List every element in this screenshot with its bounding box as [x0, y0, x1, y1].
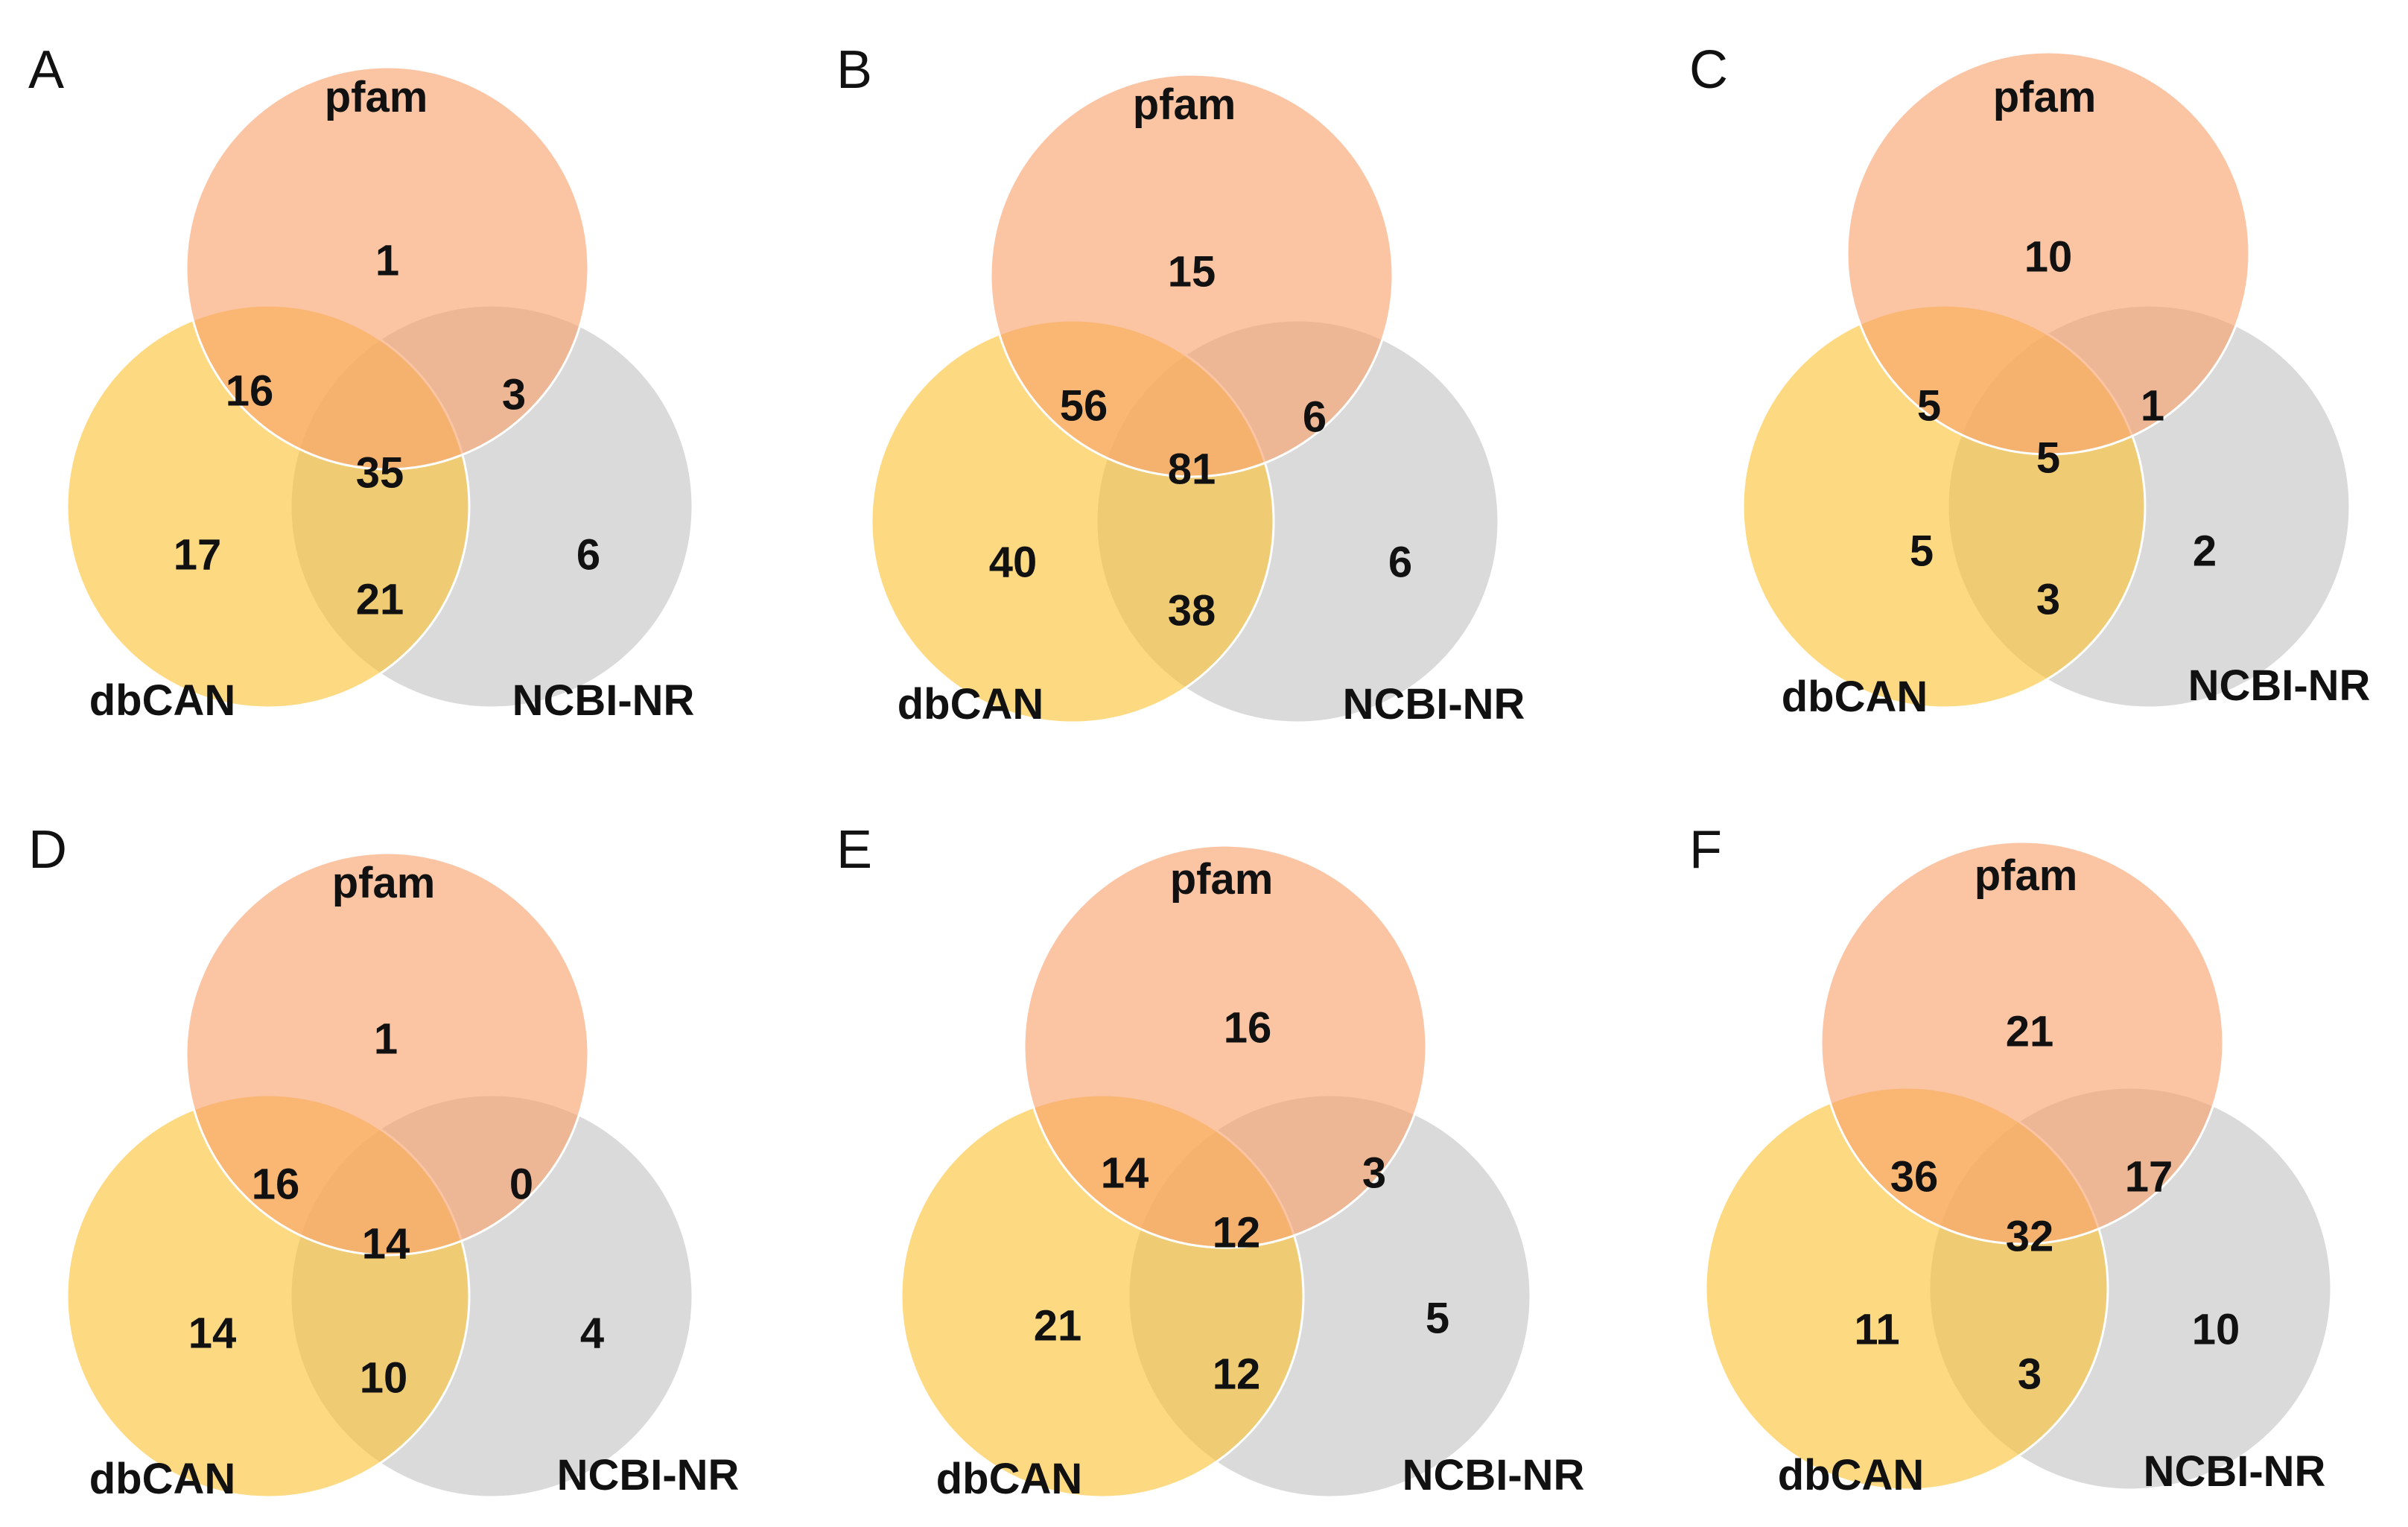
pfam-set-label: pfam: [325, 73, 428, 121]
region-count-all-three: 81: [1168, 445, 1216, 494]
region-count-pfam-only: 1: [374, 1015, 398, 1064]
region-count-ncbi-only: 10: [2192, 1306, 2240, 1354]
region-count-pfam-dbcan: 16: [252, 1161, 300, 1209]
region-count-pfam-ncbi: 6: [1303, 393, 1327, 442]
region-count-all-three: 14: [362, 1220, 410, 1269]
region-count-dbcan-only: 21: [1034, 1302, 1082, 1350]
region-count-all-three: 12: [1213, 1209, 1261, 1257]
panel-letter: E: [836, 820, 872, 880]
dbcan-set-label: dbCAN: [1778, 1451, 1925, 1499]
panel-letter: F: [1689, 820, 1722, 880]
pfam-circle: [185, 851, 590, 1257]
region-count-pfam-dbcan: 36: [1890, 1153, 1939, 1201]
region-count-pfam-only: 21: [2006, 1008, 2054, 1056]
region-count-dbcan-only: 11: [1854, 1306, 1899, 1354]
region-count-pfam-dbcan: 5: [1917, 382, 1941, 431]
pfam-circle: [1023, 844, 1428, 1249]
region-count-pfam-ncbi: 3: [1362, 1149, 1386, 1198]
dbcan-set-label: dbCAN: [89, 676, 236, 725]
region-count-dbcan-only: 14: [188, 1309, 237, 1358]
dbcan-set-label: dbCAN: [936, 1455, 1083, 1503]
region-count-dbcan-ncbi: 10: [360, 1354, 408, 1403]
region-count-pfam-only: 15: [1168, 248, 1216, 296]
pfam-set-label: pfam: [1993, 73, 2097, 121]
pfam-set-label: pfam: [1170, 855, 1274, 904]
dbcan-set-label: dbCAN: [1782, 673, 1928, 721]
panel-letter: B: [836, 40, 872, 100]
ncbi-nr-set-label: NCBI-NR: [2144, 1447, 2326, 1496]
pfam-circle: [989, 73, 1394, 478]
region-count-dbcan-only: 40: [989, 539, 1038, 587]
region-count-dbcan-ncbi: 3: [2018, 1350, 2042, 1399]
region-count-ncbi-only: 2: [2193, 527, 2217, 576]
pfam-circle: [1820, 840, 2225, 1245]
pfam-set-label: pfam: [1975, 851, 2078, 900]
panel-letter: D: [28, 820, 67, 880]
dbcan-set-label: dbCAN: [89, 1455, 236, 1503]
region-count-pfam-ncbi: 0: [509, 1161, 533, 1209]
region-count-pfam-dbcan: 56: [1060, 382, 1108, 431]
region-count-ncbi-only: 6: [576, 531, 600, 580]
region-count-pfam-ncbi: 3: [502, 371, 526, 419]
region-count-dbcan-ncbi: 12: [1213, 1350, 1261, 1399]
region-count-dbcan-ncbi: 38: [1168, 587, 1216, 635]
ncbi-nr-set-label: NCBI-NR: [557, 1451, 740, 1499]
region-count-all-three: 5: [2036, 434, 2060, 483]
dbcan-set-label: dbCAN: [898, 680, 1044, 728]
pfam-circle: [185, 66, 590, 471]
ncbi-nr-set-label: NCBI-NR: [1402, 1451, 1585, 1499]
region-count-ncbi-only: 4: [580, 1309, 604, 1358]
region-count-pfam-only: 1: [375, 237, 399, 285]
region-count-pfam-ncbi: 1: [2141, 382, 2164, 431]
pfam-circle: [1846, 51, 2251, 456]
pfam-set-label: pfam: [1133, 80, 1236, 129]
region-count-pfam-dbcan: 14: [1101, 1149, 1149, 1198]
pfam-set-label: pfam: [332, 859, 436, 907]
ncbi-nr-set-label: NCBI-NR: [2188, 661, 2371, 710]
region-count-pfam-only: 10: [2024, 233, 2073, 282]
ncbi-nr-set-label: NCBI-NR: [512, 676, 695, 725]
panel-letter: C: [1689, 40, 1728, 100]
region-count-pfam-ncbi: 17: [2125, 1153, 2173, 1201]
region-count-dbcan-ncbi: 21: [356, 576, 404, 624]
region-count-ncbi-only: 5: [1426, 1295, 1449, 1343]
region-count-pfam-only: 16: [1224, 1004, 1272, 1053]
region-count-ncbi-only: 6: [1388, 539, 1412, 587]
region-count-pfam-dbcan: 16: [226, 367, 274, 416]
region-count-dbcan-only: 17: [174, 531, 222, 580]
region-count-dbcan-only: 5: [1910, 527, 1934, 576]
ncbi-nr-set-label: NCBI-NR: [1343, 680, 1525, 728]
region-count-dbcan-ncbi: 3: [2036, 576, 2060, 624]
panel-letter: A: [28, 40, 64, 100]
region-count-all-three: 32: [2006, 1213, 2054, 1261]
region-count-all-three: 35: [356, 449, 404, 498]
